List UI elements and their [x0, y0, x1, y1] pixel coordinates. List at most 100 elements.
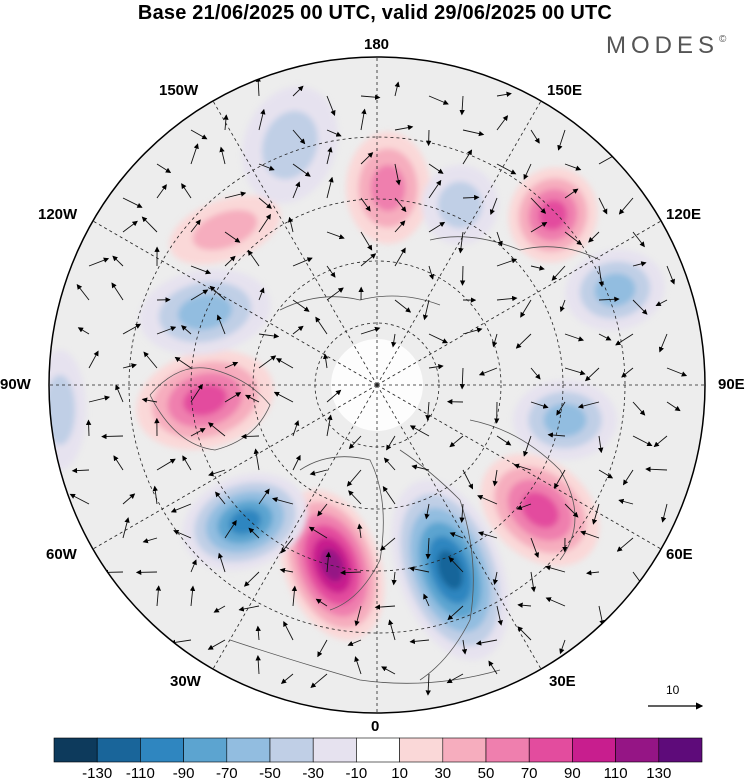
wind-vector	[309, 469, 328, 476]
lon-label-30e: 30E	[549, 673, 576, 690]
wind-vector	[496, 231, 503, 247]
wind-vector	[315, 598, 328, 607]
wind-vector	[496, 295, 518, 302]
wind-vector	[241, 433, 260, 440]
wind-vector	[122, 517, 130, 539]
wind-vector	[492, 333, 498, 348]
lon-label-30w: 30W	[170, 673, 201, 690]
wind-vector	[280, 537, 294, 554]
wind-vector	[326, 414, 333, 437]
coastline	[149, 367, 271, 451]
wind-vector	[209, 285, 226, 301]
wind-vector	[360, 231, 373, 251]
wind-vector	[190, 265, 212, 275]
wind-vector	[223, 114, 229, 131]
wind-vector	[388, 619, 396, 641]
map-boundary	[48, 56, 706, 714]
wind-vector	[189, 585, 196, 607]
lon-label-120e: 120E	[666, 206, 702, 223]
wind-vector	[661, 503, 668, 523]
wind-vector	[85, 419, 92, 437]
wind-vector	[253, 448, 260, 471]
wind-vector	[215, 491, 226, 505]
wind-vector	[156, 184, 167, 199]
wind-vector	[523, 435, 532, 457]
wind-vector	[88, 350, 99, 369]
wind-vector	[488, 660, 498, 675]
wind-vector	[381, 666, 396, 675]
wind-vector	[141, 216, 158, 233]
colorbar-swatch	[96, 737, 141, 763]
wind-vector	[190, 289, 209, 301]
meridian-line	[376, 384, 542, 670]
wind-vector	[317, 503, 328, 517]
wind-vector	[517, 602, 532, 608]
wind-vector	[142, 537, 158, 544]
wind-vector	[632, 435, 653, 447]
meridian-line	[212, 100, 378, 386]
wind-vector	[152, 485, 158, 505]
wind-vector	[292, 85, 304, 97]
wind-vector	[76, 284, 90, 301]
wind-vector	[632, 299, 648, 315]
wind-vector	[69, 493, 90, 505]
wind-vector	[190, 219, 201, 233]
colorbar-swatch	[269, 737, 314, 763]
wind-vector	[248, 527, 260, 539]
colorbar-tick-label: 70	[520, 765, 538, 782]
wind-vector	[347, 639, 362, 647]
meridian-line	[92, 384, 378, 550]
wind-vector	[348, 490, 362, 505]
wind-vector	[258, 108, 266, 131]
wind-vector	[207, 639, 226, 650]
wind-vector	[383, 457, 396, 471]
lon-label-150e: 150E	[547, 82, 583, 99]
wind-vector	[556, 401, 566, 416]
wind-vector	[224, 392, 242, 403]
lon-label-60e: 60E	[666, 546, 693, 563]
wind-vector	[598, 197, 608, 215]
wind-vector	[382, 486, 396, 505]
anomaly-contour	[183, 384, 227, 416]
colorbar-swatch	[140, 737, 184, 763]
wind-vector	[564, 367, 586, 376]
colorbar-swatch	[615, 737, 660, 763]
wind-vector	[425, 673, 431, 696]
anomaly-contour	[521, 492, 559, 528]
wind-vector	[112, 255, 124, 267]
wind-vector	[428, 363, 444, 370]
coastline	[429, 236, 601, 261]
wind-vector	[224, 231, 241, 243]
wind-vector	[348, 435, 362, 450]
wind-vector	[544, 565, 566, 573]
colorbar-tick-label: 50	[477, 765, 495, 782]
wind-vector	[181, 183, 192, 199]
wind-vector	[459, 367, 466, 390]
wind-vector	[71, 467, 90, 474]
wind-vector	[224, 191, 247, 199]
wind-vector	[386, 435, 396, 451]
colorbar-swatch	[485, 737, 530, 763]
wind-vector	[255, 655, 261, 675]
wind-vector	[258, 287, 265, 301]
wind-vector	[238, 605, 260, 612]
wind-vector	[391, 333, 397, 348]
wind-vector	[292, 181, 301, 199]
wind-vector	[292, 299, 310, 312]
wind-vector	[258, 197, 272, 209]
wind-vector	[394, 299, 412, 313]
wind-vector	[622, 469, 634, 486]
wind-vector	[326, 265, 336, 278]
lon-label-0: 0	[371, 718, 380, 735]
wind-vector	[530, 537, 540, 558]
wind-vector	[292, 420, 300, 437]
wind-vector	[190, 559, 197, 573]
wind-vector	[291, 585, 298, 607]
wind-vector	[632, 261, 647, 267]
colorbar-tick-label: 110	[603, 765, 628, 782]
wind-vector	[496, 435, 512, 446]
wind-vector	[360, 326, 381, 335]
wind-vector	[530, 367, 541, 380]
wind-vector	[283, 620, 294, 641]
